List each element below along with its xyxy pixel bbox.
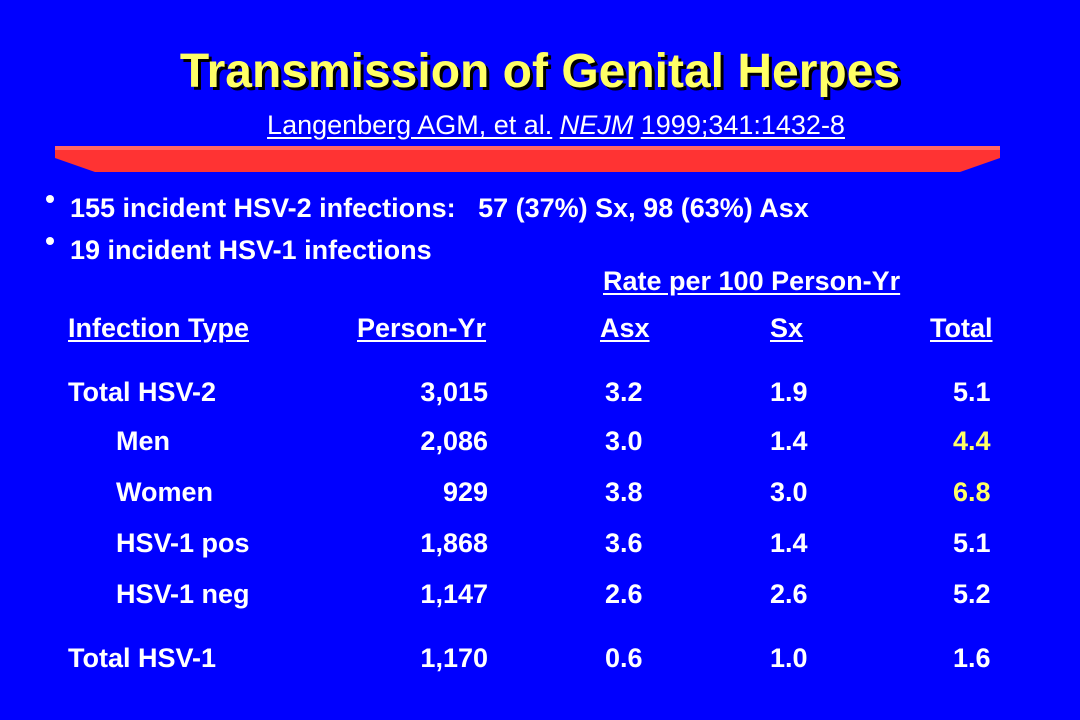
table-cell-sx: 3.0 bbox=[770, 477, 808, 507]
table-cell-sx: 2.6 bbox=[770, 579, 808, 609]
table-cell-sx: 1.0 bbox=[770, 643, 808, 673]
column-header-infection-type: Infection Type bbox=[68, 313, 250, 343]
table-cell-total: 5.2 bbox=[953, 579, 991, 609]
table-cell-person-yr: 1,147 bbox=[420, 579, 488, 609]
table-cell-person-yr: 929 bbox=[442, 477, 488, 507]
citation-ref: 1999;341:1432-8 bbox=[640, 110, 845, 140]
table-cell-asx: 2.6 bbox=[605, 579, 643, 609]
table-cell-total: 1.6 bbox=[953, 643, 991, 673]
red-divider-bar bbox=[55, 146, 1000, 172]
table-cell-sx: 1.4 bbox=[770, 528, 808, 558]
table-cell-total: 5.1 bbox=[953, 528, 991, 558]
column-header-total: Total bbox=[930, 313, 993, 343]
column-header-sx: Sx bbox=[770, 313, 804, 343]
bullet-text: 155 incident HSV-2 infections: 57 (37%) … bbox=[70, 193, 809, 223]
table-cell-type: Women bbox=[116, 477, 214, 507]
bullet-dot-icon bbox=[46, 195, 54, 203]
table-cell-type: Total HSV-2 bbox=[68, 377, 217, 407]
table-cell-person-yr: 1,170 bbox=[420, 643, 488, 673]
table-cell-asx: 3.2 bbox=[605, 377, 643, 407]
slide-title: Transmission of Genital Herpes bbox=[179, 45, 901, 98]
table-cell-person-yr: 2,086 bbox=[420, 426, 488, 456]
table-cell-asx: 3.6 bbox=[605, 528, 643, 558]
rate-group-header: Rate per 100 Person-Yr bbox=[603, 266, 901, 296]
table-cell-asx: 0.6 bbox=[605, 643, 643, 673]
table-cell-asx: 3.0 bbox=[605, 426, 643, 456]
table-cell-total-highlight: 4.4 bbox=[953, 426, 991, 456]
table-cell-asx: 3.8 bbox=[605, 477, 643, 507]
table-cell-type: Men bbox=[116, 426, 170, 456]
bullet-dot-icon bbox=[46, 237, 54, 245]
column-header-asx: Asx bbox=[600, 313, 650, 343]
table-cell-sx: 1.4 bbox=[770, 426, 808, 456]
citation-journal: NEJM bbox=[559, 110, 634, 140]
citation-authors: Langenberg AGM, et al. bbox=[267, 110, 553, 140]
table-cell-person-yr: 3,015 bbox=[420, 377, 488, 407]
column-header-person-yr: Person-Yr bbox=[357, 313, 487, 343]
table-cell-sx: 1.9 bbox=[770, 377, 808, 407]
table-cell-type: Total HSV-1 bbox=[68, 643, 217, 673]
bullet-text: 19 incident HSV-1 infections bbox=[70, 235, 432, 265]
table-cell-type: HSV-1 neg bbox=[116, 579, 250, 609]
table-cell-type: HSV-1 pos bbox=[116, 528, 250, 558]
table-cell-total: 5.1 bbox=[953, 377, 991, 407]
table-cell-person-yr: 1,868 bbox=[420, 528, 488, 558]
citation: Langenberg AGM, et al. NEJM 1999;341:143… bbox=[0, 108, 1080, 142]
table-cell-total-highlight: 6.8 bbox=[953, 477, 991, 507]
